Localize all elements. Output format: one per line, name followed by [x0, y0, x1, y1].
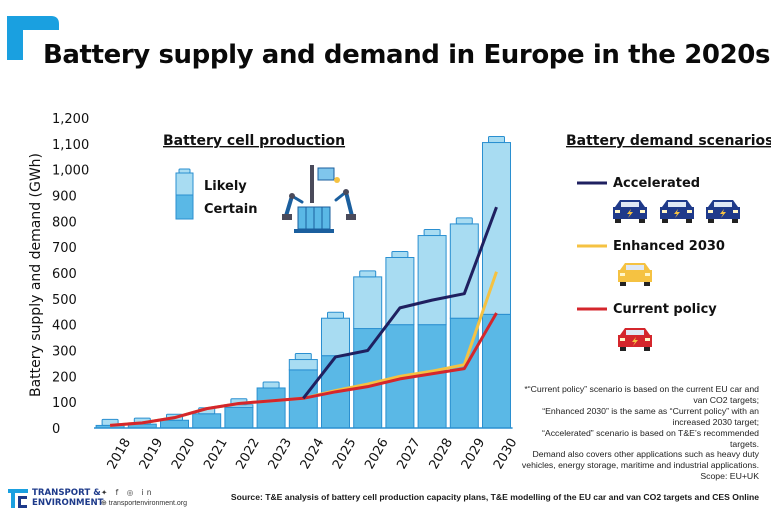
bar-certain — [192, 413, 222, 429]
brand-corner-mark — [7, 16, 59, 60]
x-tick-label: 2020 — [169, 436, 199, 472]
bar-certain — [224, 406, 254, 429]
y-tick-label: 700 — [52, 241, 77, 256]
bars-layer — [95, 136, 511, 429]
y-tick-label: 1,100 — [52, 138, 89, 153]
y-tick-label: 300 — [52, 345, 77, 360]
y-tick-label: 800 — [52, 215, 77, 230]
x-axis: 2018 2019 2020 2021 2022 2023 2024 2025 2026 2027… — [94, 427, 521, 472]
y-tick-label: 200 — [52, 370, 77, 385]
bar-cap — [359, 270, 377, 278]
bar-likely — [288, 359, 318, 371]
y-tick-label: 1,200 — [52, 112, 89, 127]
bar-cap — [455, 217, 473, 225]
logo-line-1: TRANSPORT & — [32, 488, 101, 498]
supply-heading: Battery cell production — [163, 133, 345, 149]
y-axis-label: Battery supply and demand (GWh) — [28, 153, 44, 397]
bar-certain — [482, 313, 511, 429]
bar-certain — [353, 328, 383, 429]
bar-cap — [391, 251, 409, 258]
social-icons[interactable]: ✦ f ◎ in — [101, 488, 155, 497]
legend-label-enhanced: Enhanced 2030 — [613, 239, 725, 254]
x-tick-label: 2024 — [298, 436, 328, 472]
x-tick-label: 2018 — [105, 436, 135, 472]
footnote: *“Current policy” scenario is based on t… — [521, 384, 759, 482]
supply-legend-swatch — [175, 168, 194, 220]
bar-cap — [423, 229, 441, 237]
x-tick-label: 2029 — [459, 436, 489, 472]
y-tick-label: 400 — [52, 319, 77, 334]
page-title: Battery supply and demand in Europe in t… — [43, 40, 771, 70]
car-icon-enhanced — [618, 263, 652, 286]
bar-likely — [417, 235, 447, 326]
car-icon — [618, 263, 652, 286]
bar-likely — [482, 142, 511, 315]
bar-certain — [256, 387, 286, 429]
y-tick-label: 500 — [52, 293, 77, 308]
bar-likely — [321, 317, 350, 357]
car-icon — [660, 200, 694, 223]
te-logo[interactable]: TRANSPORT & ENVIRONMENT ✦ f ◎ in ⊕ trans… — [8, 488, 188, 514]
robot-factory-icon — [282, 165, 356, 233]
logo-line-2: ENVIRONMENT — [32, 498, 104, 508]
te-logo-icon — [8, 489, 28, 508]
bar-likely — [353, 276, 383, 330]
y-tick-label: 900 — [52, 190, 77, 205]
bar-cap — [262, 381, 280, 389]
bar-likely — [385, 257, 415, 326]
bar-cap — [488, 136, 505, 144]
demand-lines — [109, 206, 498, 427]
bar-cap — [294, 353, 312, 361]
y-tick-label: 600 — [52, 267, 77, 282]
bar-cap — [327, 311, 344, 319]
y-tick-label: 1,000 — [52, 164, 89, 179]
car-icons-accelerated — [613, 200, 740, 223]
x-tick-label: 2022 — [233, 436, 263, 472]
source-note: Source: T&E analysis of battery cell pro… — [230, 492, 759, 502]
x-tick-label: 2027 — [394, 436, 424, 472]
legend-label-current: Current policy — [613, 302, 717, 317]
x-tick-label: 2030 — [491, 436, 521, 472]
x-tick-label: 2021 — [201, 436, 231, 472]
demand-heading: Battery demand scenarios* — [566, 133, 771, 149]
car-icon — [706, 200, 740, 223]
x-tick-label: 2019 — [137, 436, 167, 472]
x-tick-label: 2025 — [330, 436, 360, 472]
car-icon-current — [618, 328, 652, 351]
line-accelerated — [302, 206, 498, 400]
y-tick-label: 0 — [52, 422, 60, 437]
x-tick-label: 2026 — [362, 436, 392, 472]
y-axis: 0 100 200 300 400 500 600 700 800 900 1,000 1,100 1,… — [52, 112, 89, 437]
y-tick-label: 100 — [52, 396, 77, 411]
x-tick-label: 2023 — [266, 436, 296, 472]
x-tick-label: 2028 — [427, 436, 457, 472]
website-link[interactable]: ⊕ transportenvironment.org — [101, 500, 188, 507]
legend-label-likely: Likely — [204, 179, 247, 194]
car-icon — [613, 200, 647, 223]
bar-certain — [160, 419, 189, 429]
legend-label-accelerated: Accelerated — [613, 176, 700, 191]
legend-label-certain: Certain — [204, 202, 257, 217]
car-icon — [618, 328, 652, 351]
